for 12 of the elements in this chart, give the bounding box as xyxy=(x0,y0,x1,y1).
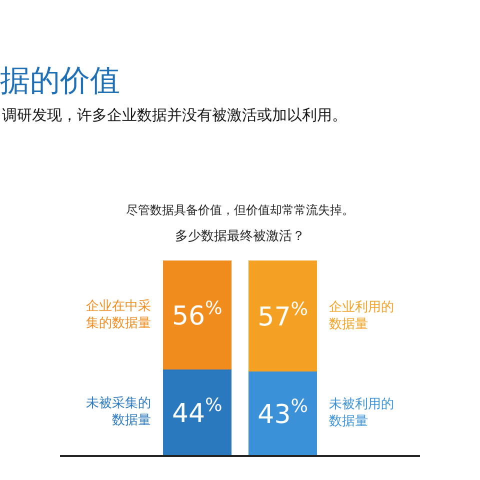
data-label: 57$^{%}$ xyxy=(258,298,308,333)
data-label: 56$^{%}$ xyxy=(172,298,222,332)
series-label: 未被利用的数据量 xyxy=(329,397,394,429)
data-label: 43$^{%}$ xyxy=(258,396,308,430)
series-label: 未被采集的数据量 xyxy=(86,396,151,428)
series-label: 企业在中采集的数据量 xyxy=(86,299,151,331)
series-label: 企业利用的数据量 xyxy=(329,300,394,332)
text: 尽管数据具备价值，但价值却常常流失掉。 xyxy=(126,203,354,217)
text: 多少数据最终被激活？ xyxy=(175,229,305,244)
data-label: 44$^{%}$ xyxy=(172,395,222,430)
chart-title: 据的价值 xyxy=(0,64,120,98)
chart-subtitle: 调研发现，许多企业数据并没有被激活或加以利用。 xyxy=(2,106,347,124)
